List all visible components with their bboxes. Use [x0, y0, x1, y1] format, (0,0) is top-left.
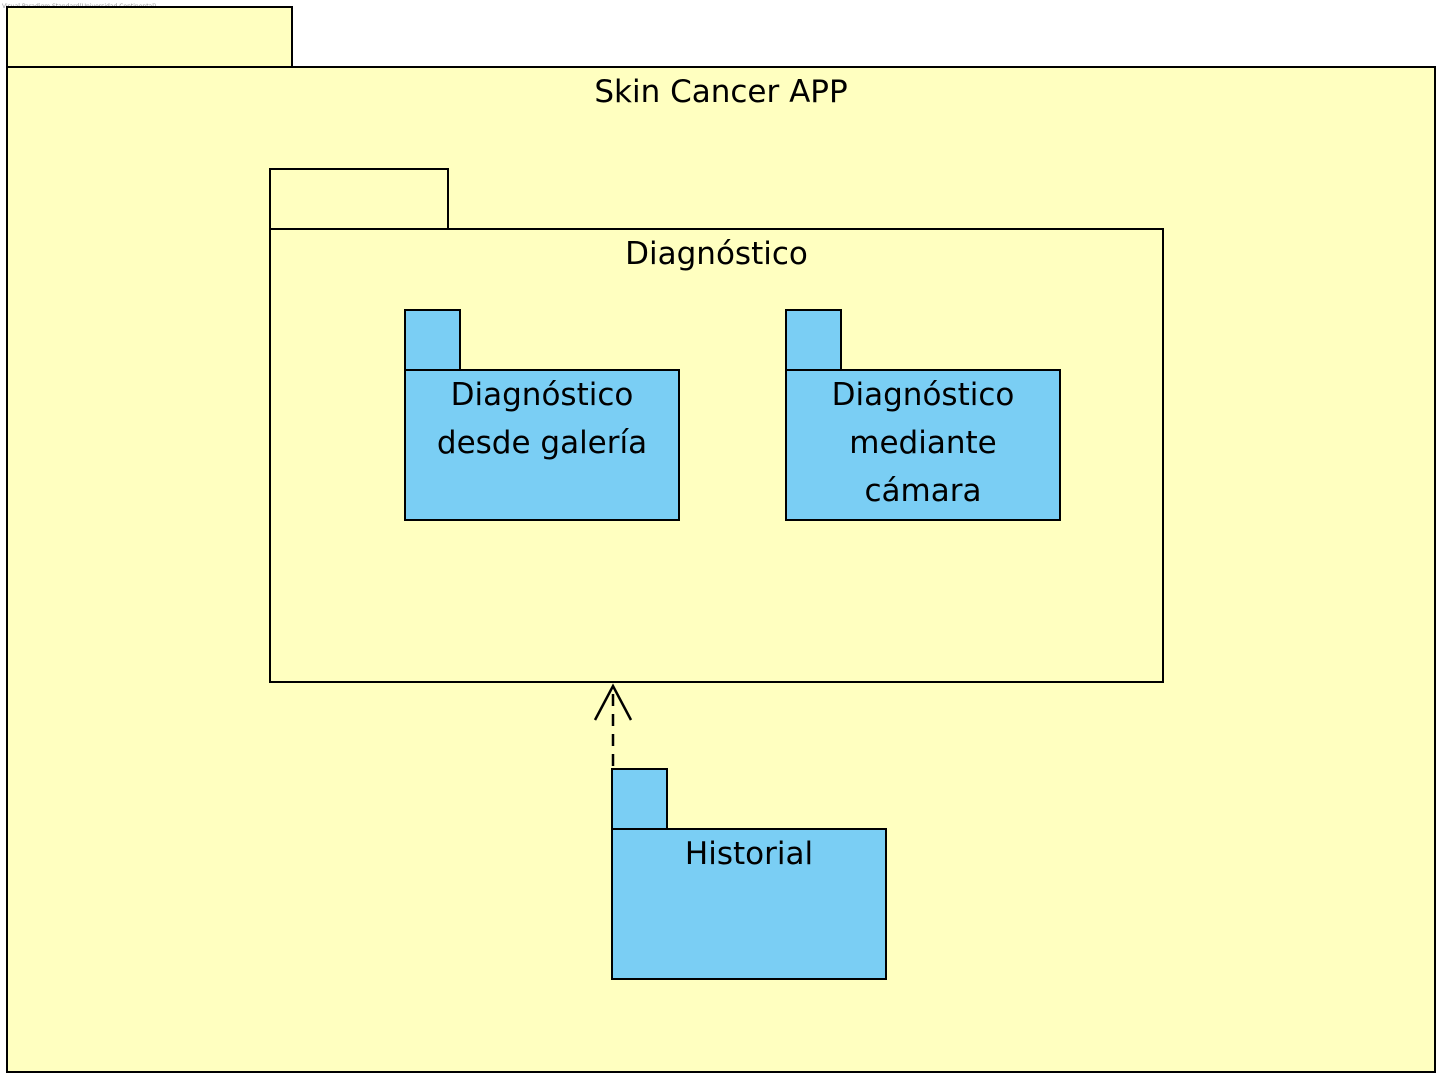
package-name: Skin Cancer APP [594, 74, 848, 110]
package-tab [269, 168, 449, 230]
package-name-line: Diagnóstico [450, 377, 634, 413]
package-body: Historial [611, 828, 887, 980]
package-name-line: mediante [849, 425, 997, 461]
dependency-arrowhead-icon [593, 683, 633, 721]
package-tab [404, 309, 461, 371]
package-name-line: cámara [864, 473, 982, 509]
package-body: Diagnóstico mediante cámara [785, 369, 1061, 521]
package-name-line: desde galería [436, 425, 648, 461]
package-name: Historial [684, 836, 814, 872]
package-name: Diagnóstico mediante cámara [787, 371, 1059, 515]
package-name-line: Diagnóstico [831, 377, 1015, 413]
package-name: Diagnóstico desde galería [406, 371, 678, 467]
package-name: Diagnóstico [625, 236, 808, 272]
package-body: Diagnóstico desde galería [404, 369, 680, 521]
